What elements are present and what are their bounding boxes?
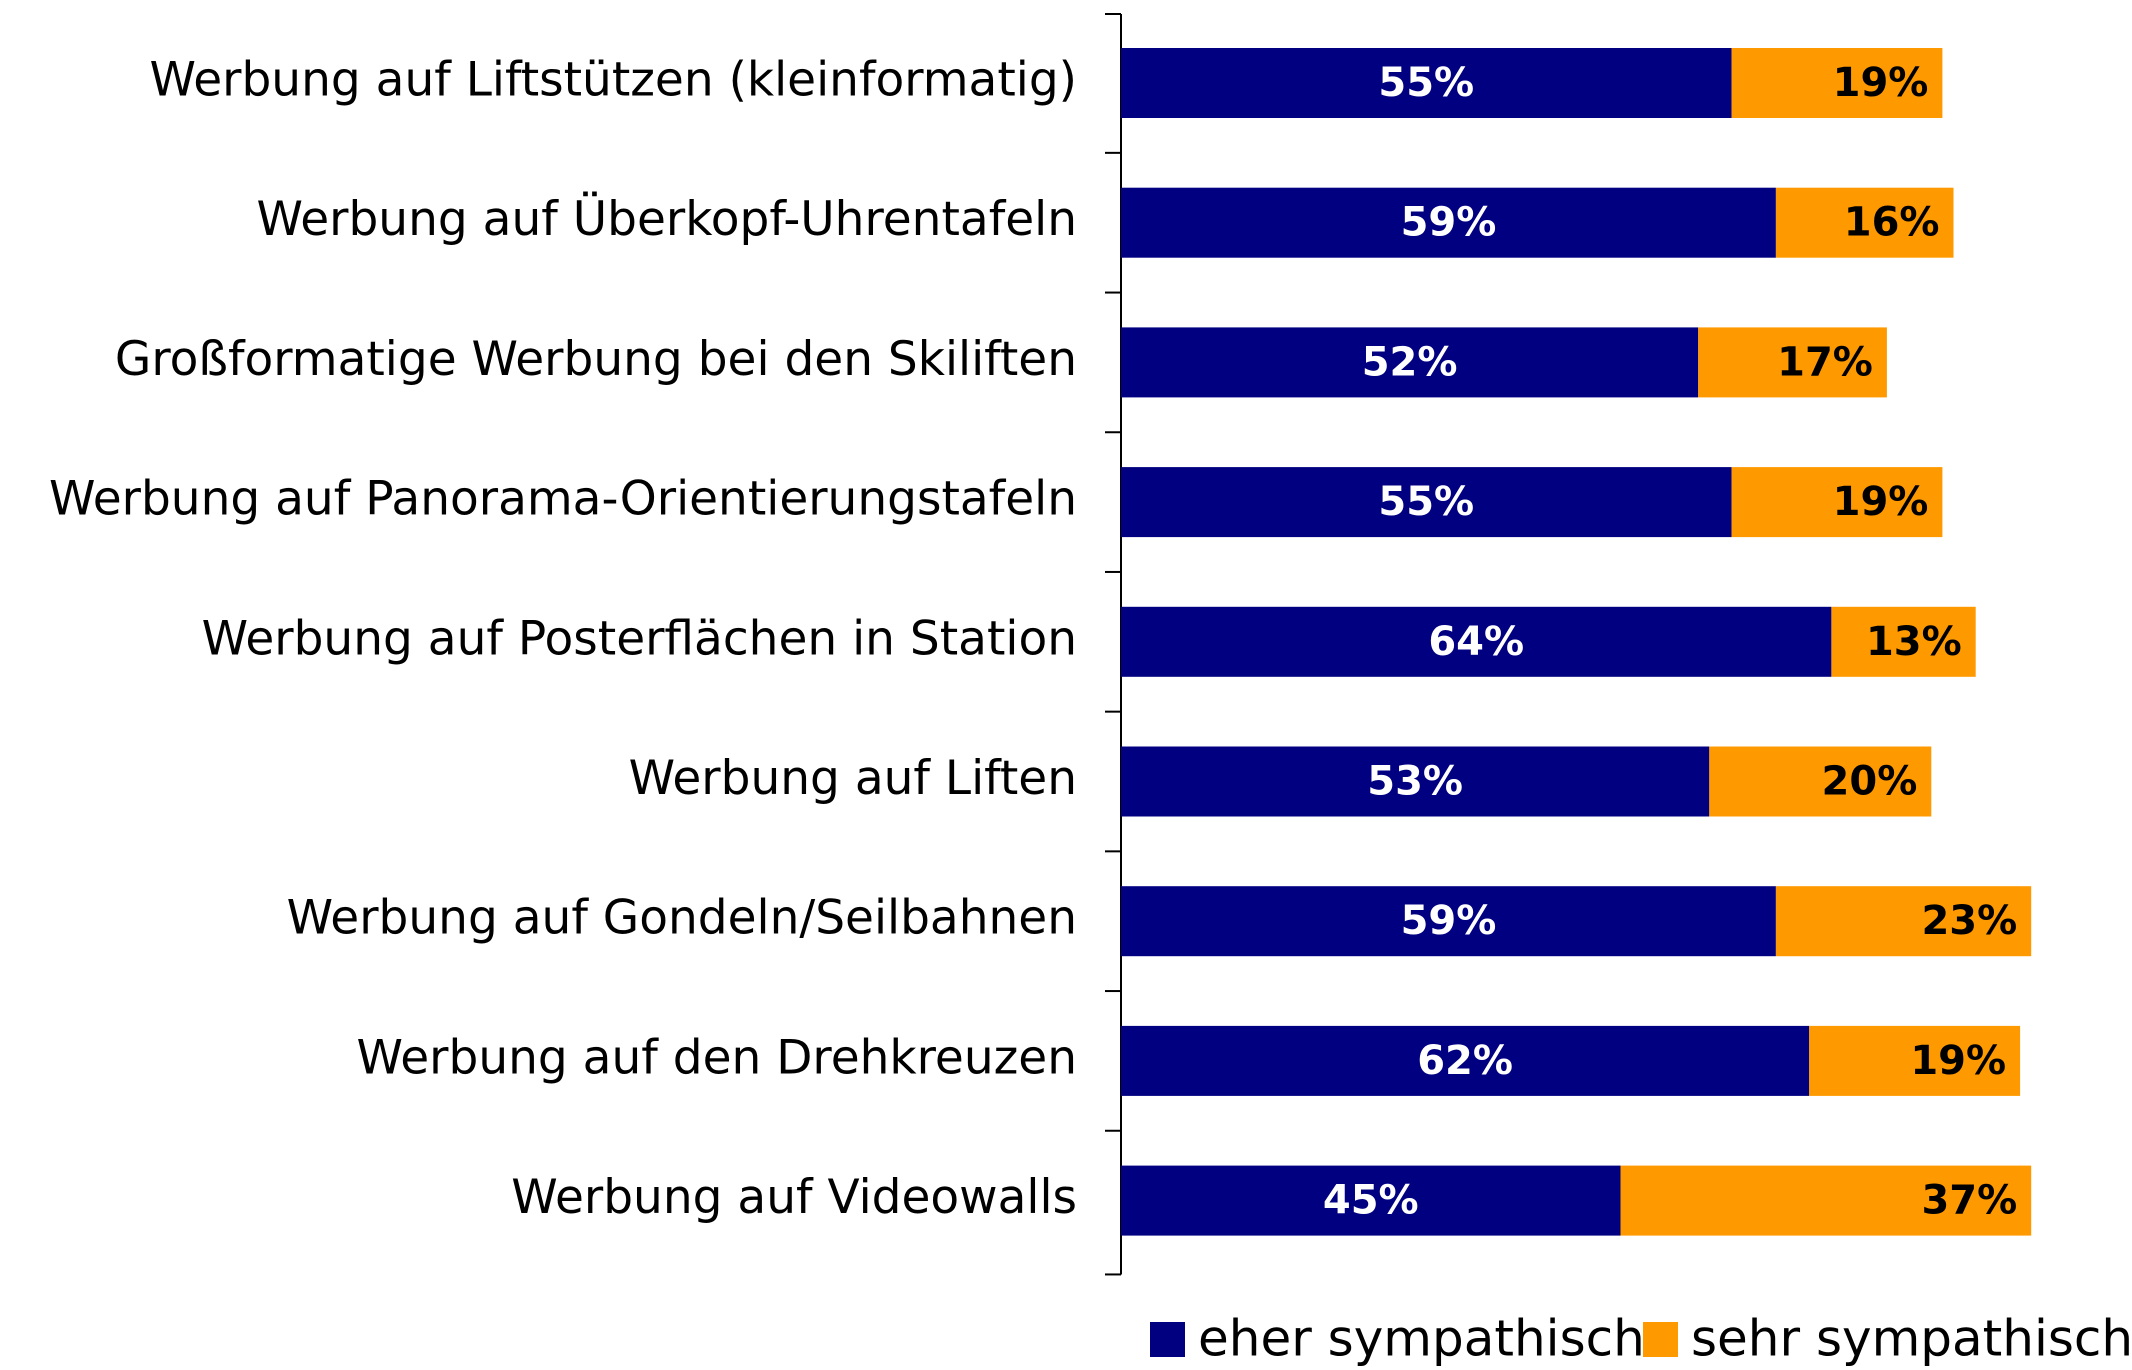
category-label: Werbung auf Posterflächen in Station — [202, 611, 1077, 666]
bar-segment — [1121, 467, 1732, 538]
category-label: Werbung auf den Drehkreuzen — [357, 1030, 1077, 1085]
bar-segment — [1731, 48, 1943, 118]
bar-segment — [1121, 746, 1710, 817]
category-label: Werbung auf Überkopf-Uhrentafeln — [257, 192, 1077, 247]
bar-segment — [1121, 1025, 1810, 1096]
bar-segment — [1121, 606, 1832, 677]
category-label: Werbung auf Panorama-Orientierungstafeln — [49, 472, 1077, 527]
legend-swatch — [1643, 1322, 1678, 1357]
legend-label: eher sympathisch — [1198, 1310, 1645, 1368]
value-label: 19% — [1833, 60, 1929, 106]
category-label: Werbung auf Liftstützen (kleinformatig) — [150, 53, 1077, 108]
bar-segment — [1731, 467, 1943, 538]
value-label: 55% — [1378, 479, 1474, 525]
bar-segment — [1809, 1025, 2021, 1096]
value-label: 13% — [1866, 619, 1962, 665]
bar-segment — [1698, 327, 1887, 398]
category-label: Werbung auf Liften — [629, 751, 1077, 806]
bar-segment — [1775, 187, 1954, 258]
bar-segment — [1121, 187, 1776, 258]
value-label: 20% — [1822, 759, 1918, 805]
value-label: 64% — [1428, 619, 1524, 665]
value-label: 37% — [1921, 1178, 2017, 1224]
category-label: Werbung auf Videowalls — [511, 1170, 1077, 1225]
value-label: 45% — [1323, 1178, 1419, 1224]
bar-segment — [1620, 1165, 2032, 1236]
value-label: 17% — [1777, 339, 1873, 385]
value-label: 62% — [1417, 1038, 1513, 1084]
bar-segment — [1831, 606, 1976, 677]
bar-segment — [1121, 327, 1699, 398]
category-label: Großformatige Werbung bei den Skiliften — [115, 332, 1077, 387]
value-label: 19% — [1910, 1038, 2006, 1084]
bar-segment — [1709, 746, 1932, 817]
value-label: 19% — [1833, 479, 1929, 525]
value-label: 53% — [1367, 759, 1463, 805]
value-label: 59% — [1401, 200, 1497, 246]
value-label: 59% — [1401, 898, 1497, 944]
category-label: Werbung auf Gondeln/Seilbahnen — [287, 891, 1077, 946]
value-label: 23% — [1921, 898, 2017, 944]
bar-segment — [1121, 48, 1732, 118]
value-label: 16% — [1844, 200, 1940, 246]
legend-label: sehr sympathisch — [1691, 1310, 2132, 1368]
bar-segment — [1121, 1165, 1621, 1236]
legend-swatch — [1150, 1322, 1185, 1357]
bar-segment — [1121, 886, 1776, 957]
value-label: 55% — [1378, 60, 1474, 106]
bar-segment — [1775, 886, 2032, 957]
value-label: 52% — [1362, 339, 1458, 385]
